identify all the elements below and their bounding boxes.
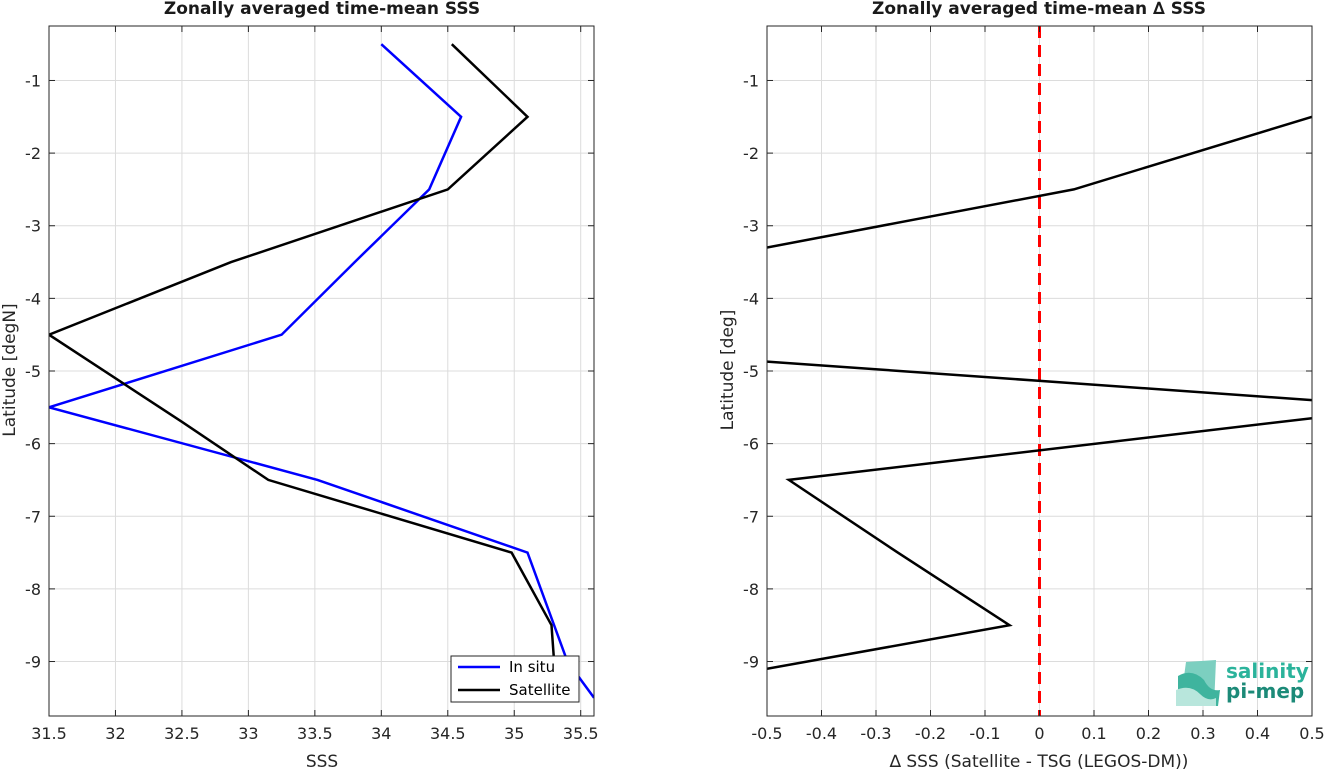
x-tick-label: 35 [504, 724, 524, 743]
y-tick-label: -4 [743, 289, 759, 308]
y-tick-label: -7 [25, 507, 41, 526]
x-tick-label: 33 [238, 724, 258, 743]
y-tick-label: -3 [25, 217, 41, 236]
x-tick-label: 0.1 [1081, 724, 1106, 743]
x-tick-label: -0.1 [969, 724, 1000, 743]
x-tick-label: -0.3 [860, 724, 891, 743]
legend-label-satellite: Satellite [509, 681, 570, 699]
x-tick-label: 33.5 [297, 724, 333, 743]
y-tick-label: -7 [743, 507, 759, 526]
right-x-axis-label: ∆ SSS (Satellite - TSG (LEGOS-DM)) [889, 752, 1189, 769]
x-tick-label: 35.5 [563, 724, 599, 743]
x-tick-label: -0.2 [915, 724, 946, 743]
x-tick-label: 32 [105, 724, 125, 743]
legend: In situ Satellite [450, 655, 580, 703]
x-tick-label: 32.5 [164, 724, 200, 743]
salinity-pimep-logo: salinity pi-mep [1176, 659, 1309, 706]
y-tick-label: -1 [25, 71, 41, 90]
x-tick-label: -0.5 [751, 724, 782, 743]
x-tick-label: 0.5 [1299, 724, 1324, 743]
right-y-axis-label: Latitude [deg] [718, 310, 738, 431]
series-line-in-situ [49, 43, 594, 699]
logo-line1: salinity [1226, 659, 1309, 683]
left-chart-title: Zonally averaged time-mean SSS [164, 0, 480, 19]
y-tick-label: -8 [25, 580, 41, 599]
x-tick-label: 0.4 [1245, 724, 1270, 743]
x-tick-label: 31.5 [31, 724, 67, 743]
y-tick-label: -2 [25, 144, 41, 163]
y-tick-label: -9 [743, 653, 759, 672]
y-tick-label: -1 [743, 71, 759, 90]
series-line-delta-sss-0-2 [767, 416, 1312, 671]
x-tick-label: 34.5 [430, 724, 466, 743]
x-tick-label: 0.2 [1136, 724, 1161, 743]
series-line-delta-sss-0-0 [767, 115, 1312, 249]
y-tick-label: -8 [743, 580, 759, 599]
y-tick-label: -9 [25, 653, 41, 672]
x-tick-label: 0.3 [1190, 724, 1215, 743]
y-tick-label: -6 [743, 435, 759, 454]
legend-label-in-situ: In situ [509, 658, 555, 676]
logo-line2: pi-mep [1226, 679, 1304, 703]
left-y-axis-label: Latitude [degN] [0, 303, 20, 436]
wave-icon [1176, 660, 1220, 706]
y-tick-label: -3 [743, 217, 759, 236]
left-x-axis-label: SSS [306, 752, 338, 769]
y-tick-label: -5 [25, 362, 41, 381]
delta-sss-panel: Zonally averaged time-mean ∆ SSS -0.5 -0.… [718, 0, 1325, 769]
series-line-delta-sss-0-1 [767, 360, 1312, 402]
right-chart-title: Zonally averaged time-mean ∆ SSS [872, 0, 1206, 19]
x-tick-label: 34 [371, 724, 391, 743]
y-tick-label: -6 [25, 435, 41, 454]
y-tick-label: -4 [25, 289, 41, 308]
x-tick-label: -0.4 [806, 724, 837, 743]
sss-panel: Zonally averaged time-mean SSS 31.5 32 32.… [0, 0, 599, 769]
legend-box [450, 655, 580, 703]
x-tick-label: 0 [1034, 724, 1044, 743]
y-tick-label: -2 [743, 144, 759, 163]
y-tick-label: -5 [743, 362, 759, 381]
series-line-satellite [49, 43, 556, 662]
